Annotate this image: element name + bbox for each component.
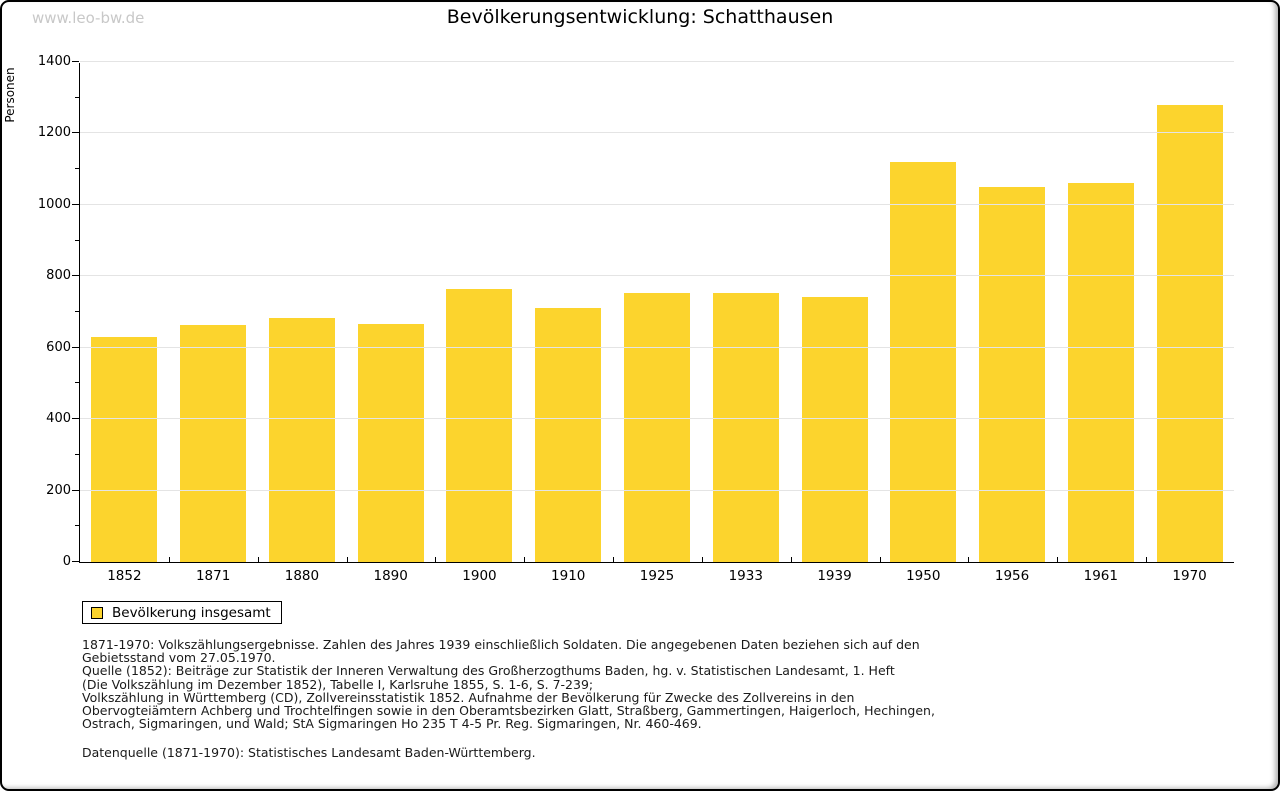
y-axis-tick [75, 453, 79, 455]
gridline [80, 61, 1234, 62]
x-tick-label: 1871 [195, 568, 231, 584]
x-axis-tick [524, 557, 526, 562]
gridline [80, 203, 1234, 205]
bar-1933 [712, 293, 779, 562]
y-tick-label: 200 [46, 482, 71, 498]
y-axis-tick [75, 239, 79, 241]
gridline [80, 418, 1234, 420]
y-tick-label: 600 [46, 339, 71, 355]
y-axis-tick [72, 489, 79, 491]
y-axis-title: Personen [3, 67, 17, 123]
x-axis-tick [346, 557, 348, 562]
bar-1950 [890, 162, 957, 562]
x-tick-label: 1880 [284, 568, 320, 584]
bar-cell: 1900 [435, 63, 524, 584]
bar-cell: 1939 [790, 63, 879, 584]
y-axis-tick [72, 561, 79, 562]
x-tick-label: 1950 [906, 568, 941, 584]
bar-1910 [535, 308, 602, 562]
gridline [80, 275, 1234, 277]
chart-title: Bevölkerungsentwicklung: Schatthausen [446, 6, 834, 28]
plot-area: 1852 1871 1880 1890 1900 1910 1925 1933 1939 1950… [38, 55, 1234, 584]
bar-1970 [1156, 104, 1223, 562]
y-axis-tick [75, 382, 79, 384]
x-tick-label: 1956 [994, 568, 1030, 584]
x-axis-tick [790, 557, 792, 562]
x-axis-tick [257, 557, 259, 562]
bar-1939 [801, 297, 868, 562]
y-axis-tick [72, 61, 79, 62]
x-tick-label: 1970 [1172, 568, 1207, 584]
y-axis-tick [72, 275, 79, 277]
x-axis-tick [701, 557, 703, 562]
x-axis-tick [613, 557, 615, 562]
note-line: Quelle (1852): Beiträge zur Statistik de… [82, 663, 895, 679]
note-line: (Die Volkszählung im Dezember 1852), Tab… [82, 676, 594, 692]
note-line: Ostrach, Sigmaringen, und Wald; StA Sigm… [82, 716, 702, 732]
bar-cell: 1933 [701, 63, 790, 584]
gridline [80, 132, 1234, 134]
note-line: Volkszählung in Württemberg (CD), Zollve… [82, 689, 855, 705]
gridline [80, 346, 1234, 348]
y-tick-label: 1000 [37, 196, 71, 212]
x-tick-label: 1939 [817, 568, 852, 584]
y-axis-tick [75, 525, 79, 527]
bar-cell: 1871 [169, 63, 258, 584]
bar-1961 [1067, 183, 1134, 562]
x-axis-tick [1057, 557, 1059, 562]
bar-1880 [268, 317, 335, 562]
bar-1956 [979, 187, 1046, 562]
gridline [80, 489, 1234, 491]
bar-1852 [91, 337, 158, 562]
x-tick-label: 1852 [107, 568, 142, 584]
note-line: Gebietsstand vom 27.05.1970. [82, 650, 276, 666]
x-axis-tick [968, 557, 970, 562]
y-axis-tick [72, 132, 79, 134]
bar-cell: 1890 [346, 63, 435, 584]
bar-1925 [623, 292, 690, 562]
x-axis-tick [1146, 557, 1148, 562]
note-line: 1871-1970: Volkszählungsergebnisse. Zahl… [82, 637, 920, 652]
y-tick-label: 0 [62, 554, 71, 569]
x-tick-label: 1925 [639, 568, 675, 584]
y-axis-tick [72, 346, 79, 348]
bar-series: 1852 1871 1880 1890 1900 1910 1925 1933 1939 1950… [80, 63, 1234, 584]
bar-1900 [446, 289, 513, 562]
legend-label: Bevölkerung insgesamt [112, 604, 271, 621]
y-tick-label: 800 [46, 268, 71, 284]
bar-cell: 1956 [968, 63, 1057, 584]
bar-1871 [180, 325, 247, 562]
y-axis-tick [75, 96, 79, 98]
bar-cell: 1852 [80, 63, 169, 584]
watermark: www.leo-bw.de [32, 9, 145, 27]
note-line: Obervogteiämtern Achberg und Trochtelfin… [82, 703, 935, 719]
y-tick-label: 1400 [37, 54, 71, 69]
bar-cell: 1880 [258, 63, 347, 584]
bar-cell: 1961 [1056, 63, 1145, 584]
y-axis-tick [72, 203, 79, 205]
x-tick-label: 1890 [373, 568, 408, 584]
notes: 1871-1970: Volkszählungsergebnisse. Zahl… [82, 637, 1232, 732]
x-tick-label: 1900 [462, 568, 497, 584]
bar-cell: 1925 [613, 63, 702, 584]
x-axis-tick [435, 557, 437, 562]
x-axis-tick [168, 557, 170, 562]
bar-cell: 1950 [879, 63, 968, 584]
bar-cell: 1910 [524, 63, 613, 584]
x-tick-label: 1910 [551, 568, 586, 584]
x-axis-tick [879, 557, 881, 562]
y-tick-label: 400 [46, 411, 71, 427]
bar-cell: 1970 [1145, 63, 1234, 584]
y-axis-tick [75, 311, 79, 312]
legend-swatch-icon [91, 606, 103, 619]
x-tick-label: 1961 [1083, 568, 1118, 584]
x-tick-label: 1933 [728, 568, 763, 584]
y-tick-label: 1200 [37, 125, 71, 141]
legend: Bevölkerung insgesamt [82, 601, 282, 624]
y-axis-tick [72, 418, 79, 420]
bar-1890 [357, 324, 424, 562]
source-line: Datenquelle (1871-1970): Statistisches L… [82, 745, 536, 760]
y-axis-tick [75, 168, 79, 170]
